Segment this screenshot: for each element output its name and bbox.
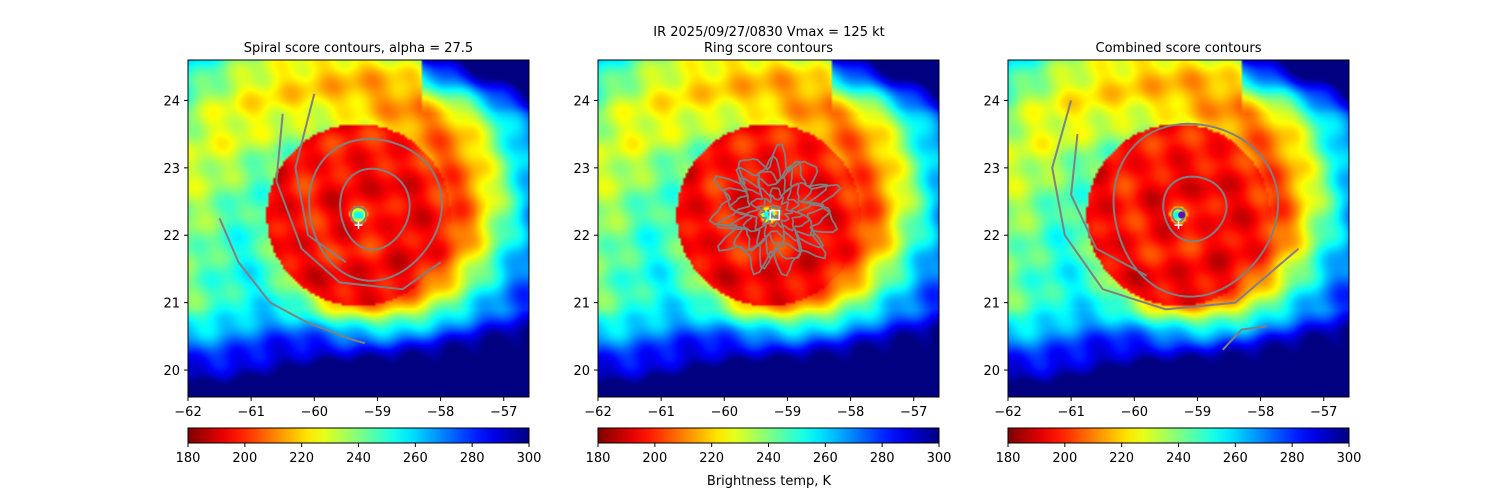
center-dot-marker (1178, 211, 1186, 219)
center-plus-marker (354, 221, 363, 230)
y-tick-label: 20 (163, 364, 180, 379)
colorbar-tick-label: 300 (927, 451, 952, 466)
colorbar-tick-label: 240 (346, 451, 371, 466)
x-tick-label: −58 (837, 405, 864, 420)
colorbar-tick-label: 260 (813, 451, 838, 466)
y-tick-label: 23 (573, 162, 590, 177)
colorbar-tick-label: 300 (517, 451, 542, 466)
contour-ring (708, 143, 842, 277)
y-tick-label: 23 (163, 162, 180, 177)
colorbar-tick-label: 180 (996, 451, 1021, 466)
contour-ring (349, 206, 368, 225)
contour-spiral-arm (1221, 325, 1268, 351)
contour-spiral-arm (275, 113, 442, 291)
x-tick-label: −58 (427, 405, 454, 420)
panel-2: Ring score contours −62 −61 −60 −59 −58 −57 20 2… (573, 41, 951, 466)
axes-frame (1007, 59, 1350, 398)
x-tick-label: −60 (711, 405, 738, 420)
contour-spiral-arm (1051, 100, 1300, 311)
colorbar-tick-label: 200 (1052, 451, 1077, 466)
colorbar-tick-label: 260 (403, 451, 428, 466)
x-tick-label: −57 (900, 405, 927, 420)
colorbar-tick-label: 200 (232, 451, 257, 466)
colorbar-tick-label: 220 (289, 451, 314, 466)
colorbar (597, 427, 940, 444)
panel-title: Combined score contours (1096, 41, 1262, 56)
contour-ring (308, 137, 444, 282)
y-tick-label: 21 (163, 297, 180, 312)
contour-ring (1171, 207, 1186, 223)
colorbar-tick-label: 220 (1109, 451, 1134, 466)
colorbar-tick-label: 240 (756, 451, 781, 466)
x-tick-label: −61 (237, 405, 264, 420)
colorbar-tick-label: 220 (699, 451, 724, 466)
score-contours (708, 143, 842, 277)
x-tick-label: −57 (1310, 405, 1337, 420)
y-tick-label: 24 (983, 94, 1000, 109)
colorbar-tick-label: 280 (870, 451, 895, 466)
x-tick-label: −60 (301, 405, 328, 420)
contour-ring (1162, 175, 1228, 243)
contour-ring (339, 167, 411, 251)
y-tick-label: 22 (163, 229, 180, 244)
axes-frame (187, 59, 530, 398)
suptitle: IR 2025/09/27/0830 Vmax = 125 kt (653, 25, 884, 40)
y-tick-label: 20 (983, 364, 1000, 379)
y-tick-label: 22 (573, 229, 590, 244)
panel-title: Spiral score contours, alpha = 27.5 (244, 41, 473, 56)
x-tick-label: −59 (774, 405, 801, 420)
y-tick-label: 23 (983, 162, 1000, 177)
panel-title: Ring score contours (704, 41, 833, 56)
colorbar-label: Brightness temp, K (707, 474, 832, 489)
x-tick-label: −62 (174, 405, 201, 420)
contour-ring (1112, 122, 1280, 298)
x-tick-label: −61 (1057, 405, 1084, 420)
contour-spiral-arm (294, 93, 347, 264)
x-tick-label: −61 (647, 405, 674, 420)
x-tick-label: −59 (1184, 405, 1211, 420)
x-tick-label: −58 (1247, 405, 1274, 420)
center-square-marker (769, 209, 781, 221)
axes-frame (597, 59, 940, 398)
y-tick-label: 24 (163, 94, 180, 109)
y-tick-label: 20 (573, 364, 590, 379)
x-tick-label: −59 (364, 405, 391, 420)
colorbar (1007, 427, 1350, 444)
colorbar-tick-label: 180 (176, 451, 201, 466)
colorbar-tick-label: 280 (460, 451, 485, 466)
y-tick-label: 22 (983, 229, 1000, 244)
x-tick-label: −60 (1121, 405, 1148, 420)
score-contours (1051, 100, 1300, 351)
colorbar (187, 427, 530, 444)
colorbar-tick-label: 240 (1166, 451, 1191, 466)
y-tick-label: 21 (983, 297, 1000, 312)
colorbar-tick-label: 280 (1280, 451, 1305, 466)
panel-3: Combined score contours −62 −61 −60 −59 −58 −5… (983, 41, 1361, 466)
colorbar-tick-label: 260 (1223, 451, 1248, 466)
score-contours (218, 93, 444, 345)
x-tick-label: −62 (994, 405, 1021, 420)
center-plus-marker (1174, 221, 1183, 230)
y-tick-label: 24 (573, 94, 590, 109)
x-tick-label: −57 (490, 405, 517, 420)
x-tick-label: −62 (584, 405, 611, 420)
colorbar-tick-label: 200 (642, 451, 667, 466)
ir-brightness-image (598, 60, 939, 397)
contour-spiral-arm (218, 218, 366, 345)
y-tick-label: 21 (573, 297, 590, 312)
contour-spiral-arm (1070, 133, 1148, 277)
panel-1: Spiral score contours, alpha = 27.5 −62 −6… (163, 41, 541, 466)
colorbar-tick-label: 300 (1337, 451, 1362, 466)
contour-ring (756, 193, 793, 229)
colorbar-tick-label: 180 (586, 451, 611, 466)
